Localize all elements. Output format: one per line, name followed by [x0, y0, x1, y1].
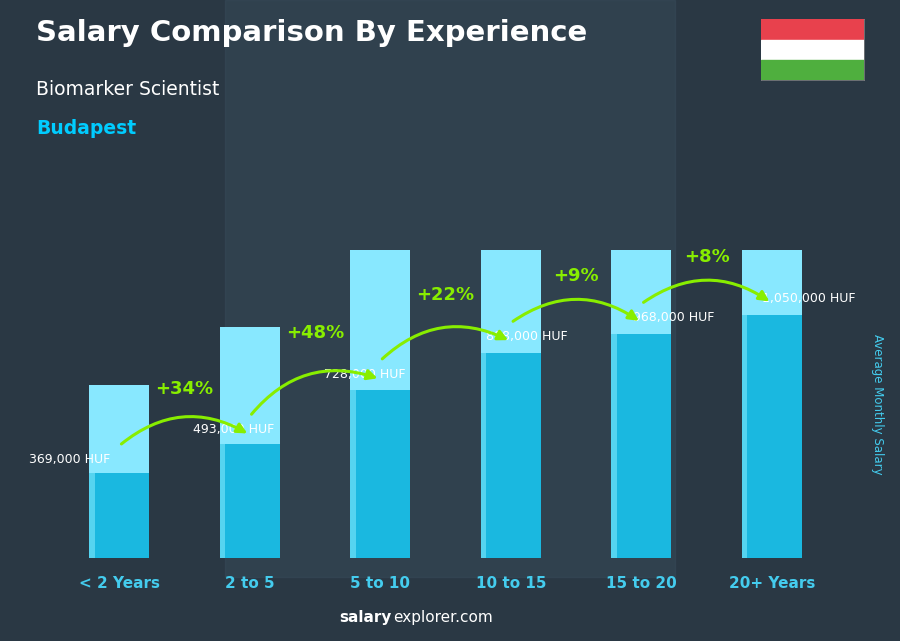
- Text: 728,000 HUF: 728,000 HUF: [324, 368, 405, 381]
- Text: +48%: +48%: [286, 324, 344, 342]
- Text: 888,000 HUF: 888,000 HUF: [486, 330, 567, 343]
- Text: 2 to 5: 2 to 5: [225, 576, 274, 591]
- Bar: [89, 385, 149, 472]
- Bar: [481, 142, 541, 353]
- Text: 15 to 20: 15 to 20: [606, 576, 677, 591]
- Bar: [220, 441, 280, 558]
- Bar: [742, 67, 802, 315]
- Bar: [350, 385, 356, 558]
- Bar: [89, 470, 94, 558]
- Bar: [760, 60, 864, 80]
- Bar: [509, 347, 515, 558]
- Text: 10 to 15: 10 to 15: [475, 576, 546, 591]
- Bar: [220, 441, 225, 558]
- Bar: [220, 327, 280, 444]
- Text: +9%: +9%: [554, 267, 598, 285]
- Text: 20+ Years: 20+ Years: [729, 576, 814, 591]
- Bar: [611, 329, 616, 558]
- Text: 5 to 10: 5 to 10: [350, 576, 410, 591]
- Text: 369,000 HUF: 369,000 HUF: [29, 453, 111, 466]
- Text: < 2 Years: < 2 Years: [79, 576, 160, 591]
- Text: explorer.com: explorer.com: [393, 610, 493, 625]
- Bar: [760, 19, 864, 40]
- Text: 1,050,000 HUF: 1,050,000 HUF: [761, 292, 855, 304]
- Text: +22%: +22%: [417, 287, 474, 304]
- Text: 968,000 HUF: 968,000 HUF: [634, 311, 715, 324]
- Bar: [379, 385, 384, 558]
- Bar: [611, 329, 671, 558]
- Bar: [760, 40, 864, 60]
- Bar: [350, 217, 410, 390]
- Text: Biomarker Scientist: Biomarker Scientist: [36, 80, 220, 99]
- Bar: [481, 347, 486, 558]
- Bar: [248, 441, 254, 558]
- Text: +34%: +34%: [156, 380, 213, 398]
- Text: Average Monthly Salary: Average Monthly Salary: [871, 333, 884, 474]
- Bar: [481, 347, 541, 558]
- Text: salary: salary: [339, 610, 392, 625]
- Bar: [225, 0, 675, 577]
- Bar: [770, 309, 776, 558]
- Bar: [118, 470, 123, 558]
- Text: Salary Comparison By Experience: Salary Comparison By Experience: [36, 19, 587, 47]
- Text: 493,000 HUF: 493,000 HUF: [194, 423, 274, 437]
- Bar: [742, 309, 747, 558]
- Bar: [89, 470, 149, 558]
- Text: Budapest: Budapest: [36, 119, 136, 138]
- Bar: [640, 329, 645, 558]
- Text: +8%: +8%: [684, 248, 729, 266]
- Bar: [742, 309, 802, 558]
- Bar: [611, 105, 671, 335]
- Bar: [350, 385, 410, 558]
